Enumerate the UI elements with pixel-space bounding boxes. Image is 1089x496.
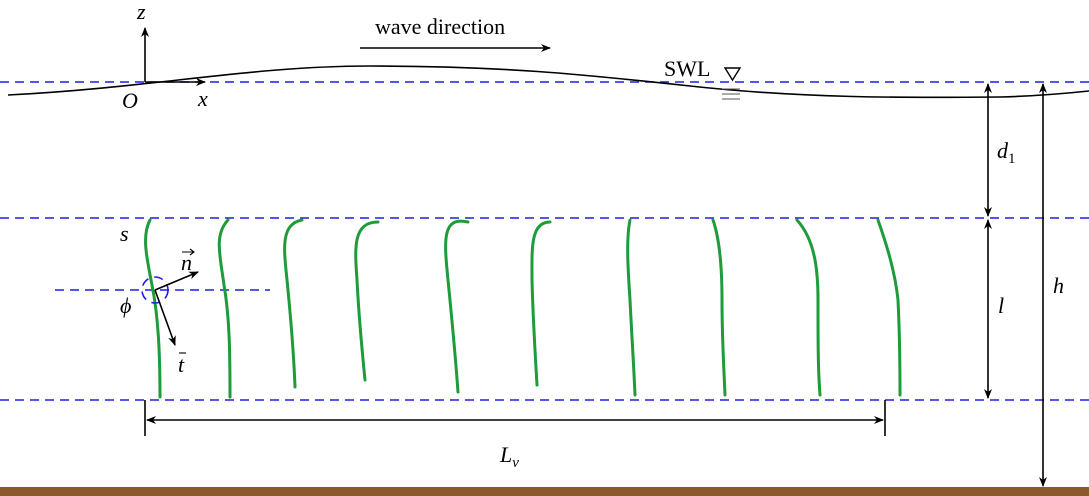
lv-base: L xyxy=(499,442,512,467)
blade xyxy=(628,220,635,395)
swl-label: SWL xyxy=(664,56,710,81)
x-label: x xyxy=(197,86,208,111)
d1-label: d1 xyxy=(997,138,1016,167)
diagram: z O x wave direction SWL d1 s n ϕ t l h … xyxy=(0,0,1089,496)
blade xyxy=(285,220,302,387)
lv-label: Lv xyxy=(499,442,519,471)
vegetation xyxy=(146,220,900,397)
blade xyxy=(878,220,900,395)
blade xyxy=(146,220,160,397)
blade xyxy=(713,220,725,395)
z-label: z xyxy=(136,0,146,24)
phi-label: ϕ xyxy=(120,293,131,318)
blade xyxy=(532,222,550,385)
origin-label: O xyxy=(122,88,138,113)
l-label: l xyxy=(998,293,1004,318)
lv-subscript: v xyxy=(512,455,519,471)
d1-subscript: 1 xyxy=(1008,151,1016,167)
sea-bed xyxy=(0,487,1089,496)
wave-direction-label: wave direction xyxy=(375,14,505,39)
blade xyxy=(446,221,468,392)
blade xyxy=(797,220,820,395)
s-label: s xyxy=(120,221,129,246)
h-label: h xyxy=(1053,273,1064,298)
blade xyxy=(356,222,378,380)
t-label: t xyxy=(178,352,185,377)
blade xyxy=(219,220,230,397)
n-label: n xyxy=(181,250,192,275)
swl-symbol xyxy=(725,68,740,80)
